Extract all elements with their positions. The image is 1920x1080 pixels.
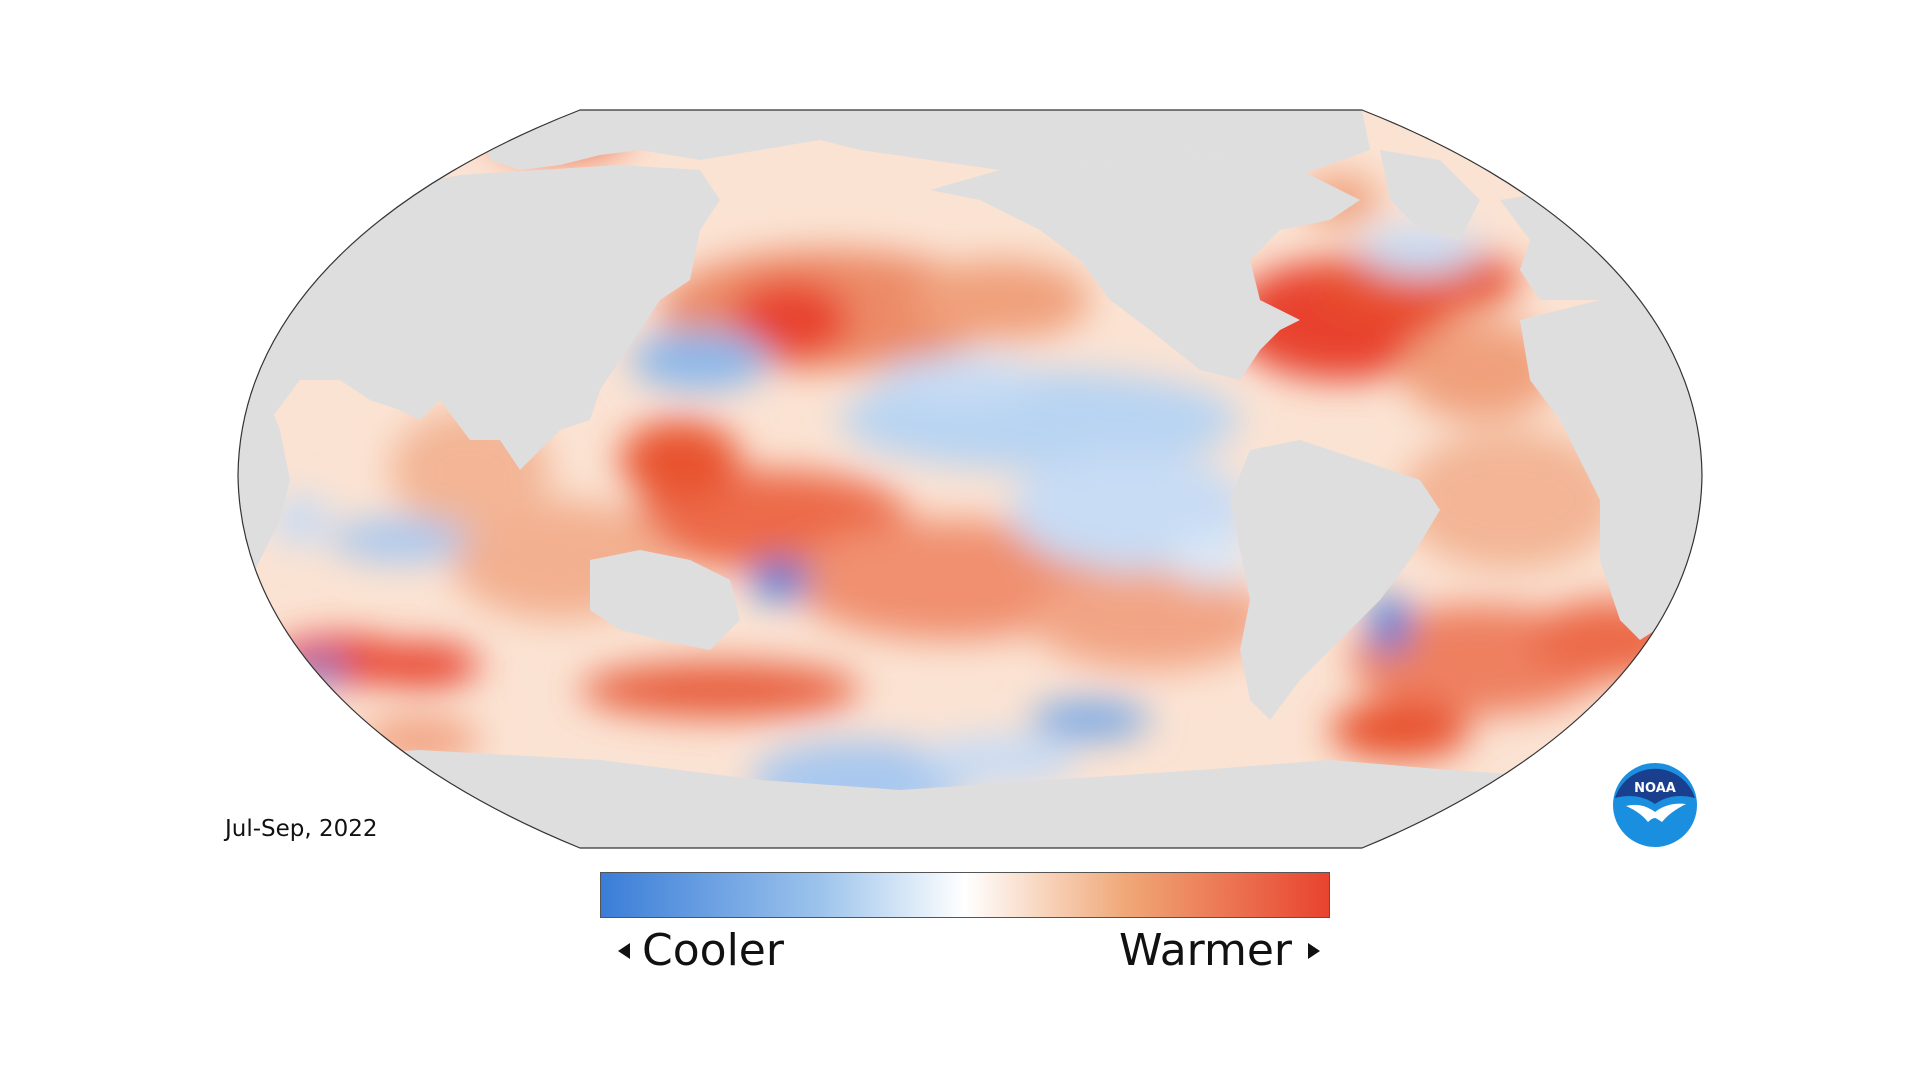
africa-land <box>238 340 290 600</box>
eurasia-land <box>238 165 720 470</box>
greenland-land <box>1380 150 1480 240</box>
left-arrow-icon <box>618 943 630 959</box>
warmer-label: Warmer <box>1119 925 1320 977</box>
warmer-text: Warmer <box>1119 925 1292 976</box>
antarctica-land <box>238 750 1702 848</box>
logo-bird <box>1626 803 1686 822</box>
logo-text: NOAA <box>1634 781 1676 796</box>
noaa-logo-icon: NOAA <box>1613 763 1697 847</box>
south-america-land <box>1230 440 1440 720</box>
west-africa-land <box>1520 300 1702 640</box>
cooler-text: Cooler <box>642 925 784 976</box>
north-america-land <box>930 150 1360 380</box>
arctic-land <box>480 110 1370 175</box>
period-label: Jul-Sep, 2022 <box>225 816 378 842</box>
color-scale-bar <box>600 872 1330 918</box>
cooler-label: Cooler <box>618 925 784 977</box>
australia-land <box>590 550 740 650</box>
right-arrow-icon <box>1308 943 1320 959</box>
anomaly-blobs <box>270 110 1690 820</box>
land-layer <box>238 110 1702 848</box>
globe-outline <box>237 109 1703 849</box>
logo-top-half <box>1615 768 1695 804</box>
